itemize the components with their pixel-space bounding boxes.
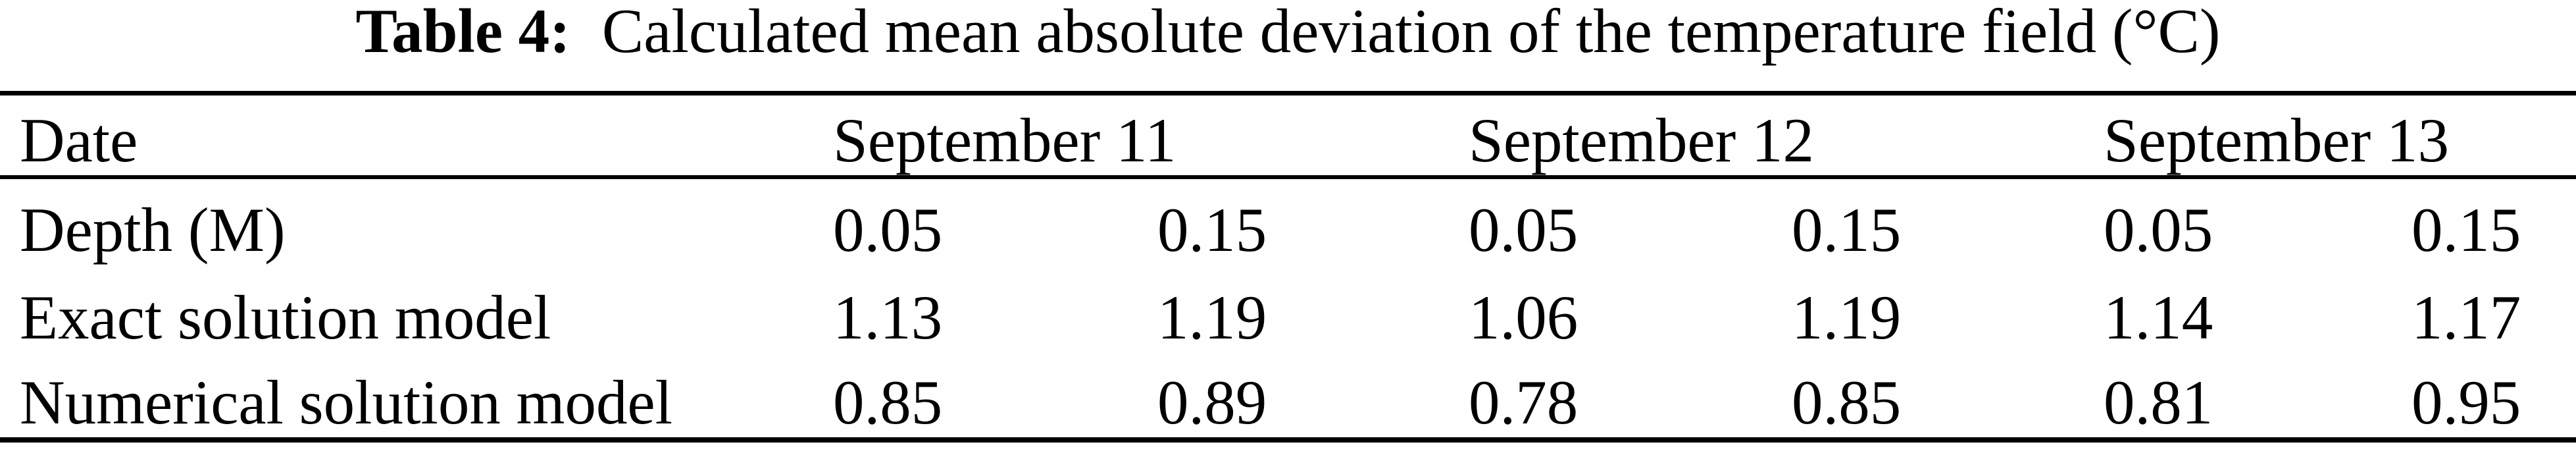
header-row: Date September 11 September 12 September… — [0, 94, 2576, 177]
header-september-11: September 11 — [833, 105, 1176, 175]
cell-exact-sep13-a: 1.14 — [2104, 283, 2213, 352]
cell-numerical-sep11-b: 0.89 — [1157, 367, 1267, 437]
table-caption: Table 4: Calculated mean absolute deviati… — [0, 0, 2576, 63]
cell-numerical-sep13-b: 0.95 — [2412, 367, 2521, 437]
cell-depth-sep13-a: 0.05 — [2104, 195, 2213, 265]
row-label-depth: Depth (M) — [20, 195, 286, 265]
cell-depth-sep11-b: 0.15 — [1157, 195, 1267, 265]
table-row-exact-solution: Exact solution model 1.13 1.19 1.06 1.19… — [0, 265, 2576, 352]
cell-depth-sep11-a: 0.05 — [833, 195, 943, 265]
cell-exact-sep12-b: 1.19 — [1792, 283, 1902, 352]
header-date-label: Date — [20, 105, 138, 175]
table-header: Date September 11 September 12 September… — [0, 94, 2576, 177]
cell-numerical-sep12-a: 0.78 — [1469, 367, 1578, 437]
table-row-numerical-solution: Numerical solution model 0.85 0.89 0.78 … — [0, 352, 2576, 440]
cell-depth-sep13-b: 0.15 — [2412, 195, 2521, 265]
header-september-12: September 12 — [1469, 105, 1815, 175]
cell-depth-sep12-b: 0.15 — [1792, 195, 1902, 265]
table-caption-text: Calculated mean absolute deviation of th… — [601, 0, 2221, 66]
cell-exact-sep12-a: 1.06 — [1469, 283, 1578, 352]
cell-depth-sep12-a: 0.05 — [1469, 195, 1578, 265]
row-label-numerical-solution: Numerical solution model — [20, 367, 673, 437]
cell-numerical-sep12-b: 0.85 — [1792, 367, 1902, 437]
cell-numerical-sep11-a: 0.85 — [833, 367, 943, 437]
cell-exact-sep11-a: 1.13 — [833, 283, 943, 352]
table-caption-label: Table 4: — [355, 0, 570, 66]
cell-exact-sep11-b: 1.19 — [1157, 283, 1267, 352]
table-row-depth: Depth (M) 0.05 0.15 0.05 0.15 0.05 0.15 — [0, 177, 2576, 265]
row-label-exact-solution: Exact solution model — [20, 283, 551, 352]
mean-absolute-deviation-table: Date September 11 September 12 September… — [0, 91, 2576, 443]
cell-exact-sep13-b: 1.17 — [2412, 283, 2521, 352]
table-body: Depth (M) 0.05 0.15 0.05 0.15 0.05 0.15 … — [0, 177, 2576, 440]
cell-numerical-sep13-a: 0.81 — [2104, 367, 2213, 437]
header-september-13: September 13 — [2104, 105, 2450, 175]
